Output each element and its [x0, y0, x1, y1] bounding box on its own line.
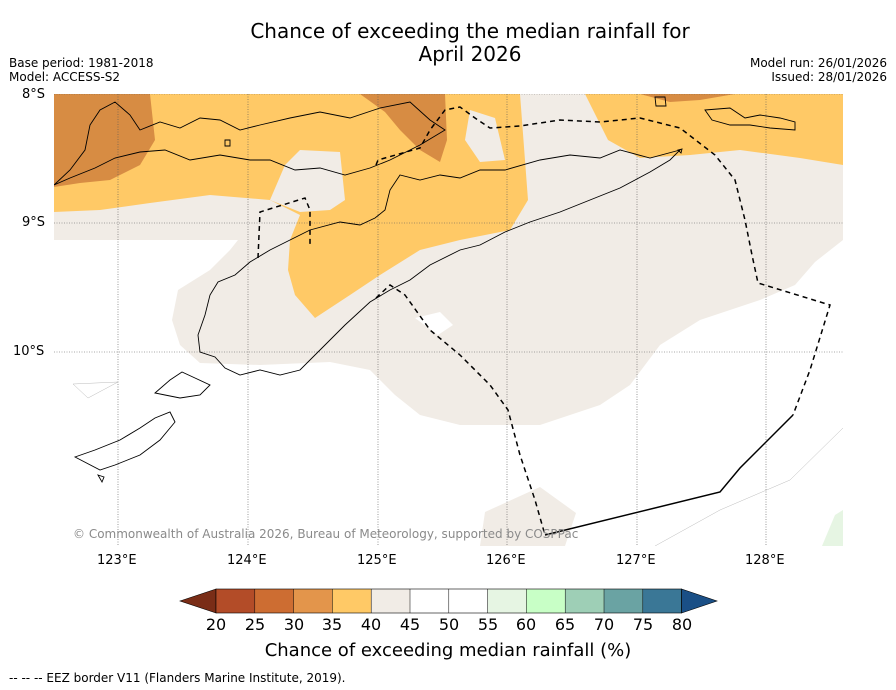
colorbar-label: 55 [477, 615, 499, 634]
coast-islet-3 [704, 107, 796, 131]
colorbar-label: 70 [593, 615, 615, 634]
colorbar-label: 60 [515, 615, 537, 634]
colorbar-label: 35 [321, 615, 343, 634]
colorbar-label: 40 [360, 615, 382, 634]
colorbar-label: 25 [244, 615, 266, 634]
model-name: Model: ACCESS-S2 [9, 70, 121, 84]
colorbar-label: 45 [399, 615, 421, 634]
model-run: Model run: 26/01/2026 [749, 56, 887, 70]
lat-label-9s: 9°S [22, 215, 46, 230]
colorbar-label: 65 [554, 615, 576, 634]
region-40-45-inlet-2 [465, 110, 505, 162]
chart-title: Chance of exceeding the median rainfall … [220, 20, 720, 66]
coast-islet-4 [224, 139, 231, 147]
region-50-55-edge [654, 427, 843, 546]
region-35-40-east [585, 94, 843, 165]
coast-sumba [73, 411, 176, 471]
colorbar-bin-75-80 [642, 589, 682, 613]
colorbar-high-extension [681, 588, 718, 614]
region-45-50-islet [72, 381, 119, 399]
colorbar-bin-40-45 [371, 589, 410, 613]
region-45-50-pocket [415, 312, 453, 335]
coast-islet-5 [677, 148, 683, 154]
colorbar-bin-20-25 [216, 589, 255, 613]
colorbar-bin-50-55 [448, 589, 488, 613]
colorbar-label: 50 [438, 615, 460, 634]
lon-label-127e: 127°E [616, 553, 656, 568]
base-period: Base period: 1981-2018 [9, 56, 154, 70]
issued-date: Issued: 28/01/2026 [771, 70, 887, 84]
colorbar-bin-35-40 [332, 589, 372, 613]
coast-timor [197, 149, 682, 376]
colorbar [179, 588, 718, 614]
colorbar-bin-45-50 [410, 589, 449, 613]
region-25-30-east [640, 94, 735, 102]
lon-label-125e: 125°E [357, 553, 397, 568]
coast-islet-1 [97, 474, 105, 484]
region-25-30-west [54, 94, 155, 187]
coast-islet-2 [654, 96, 667, 107]
eez-border [257, 106, 831, 536]
colorbar-bin-55-60 [487, 589, 527, 613]
colorbar-bin-60-65 [526, 589, 566, 613]
coastlines [54, 96, 796, 484]
region-40-45-south [480, 487, 576, 546]
colorbar-label: 75 [632, 615, 654, 634]
lon-label-124e: 124°E [227, 553, 267, 568]
colorbar-title: Chance of exceeding median rainfall (%) [264, 640, 632, 661]
colorbar-low-extension [179, 588, 217, 614]
region-25-30-center [360, 94, 447, 162]
colorbar-bin-25-30 [254, 589, 294, 613]
rainfall-probability-layer [54, 94, 843, 546]
lon-label-126e: 126°E [486, 553, 526, 568]
lat-label-10s: 10°S [13, 344, 45, 359]
lon-label-123e: 123°E [97, 553, 137, 568]
colorbar-bin-65-70 [565, 589, 604, 613]
title-line-2: April 2026 [418, 42, 522, 66]
colorbar-bin-70-75 [604, 589, 643, 613]
coast-flores-wetar [54, 101, 446, 186]
colorbar-label: 30 [283, 615, 305, 634]
coast-rote [154, 371, 211, 399]
colorbar-label: 20 [205, 615, 227, 634]
title-line-1: Chance of exceeding the median rainfall … [250, 19, 690, 43]
region-40-45-inlet [270, 150, 345, 212]
lon-label-128e: 128°E [745, 553, 785, 568]
colorbar-dividers [254, 589, 644, 613]
copyright-notice: © Commonwealth of Australia 2026, Bureau… [73, 527, 579, 541]
colorbar-label: 80 [671, 615, 693, 634]
eez-legend-footnote: -- -- -- EEZ border V11 (Flanders Marine… [9, 671, 346, 685]
lat-label-8s: 8°S [22, 87, 46, 102]
meta-left: Base period: 1981-2018 Model: ACCESS-S2 [9, 56, 154, 84]
colorbar-bin-30-35 [293, 589, 333, 613]
region-55-60 [822, 510, 843, 546]
meta-right: Model run: 26/01/2026 Issued: 28/01/2026 [750, 56, 887, 84]
